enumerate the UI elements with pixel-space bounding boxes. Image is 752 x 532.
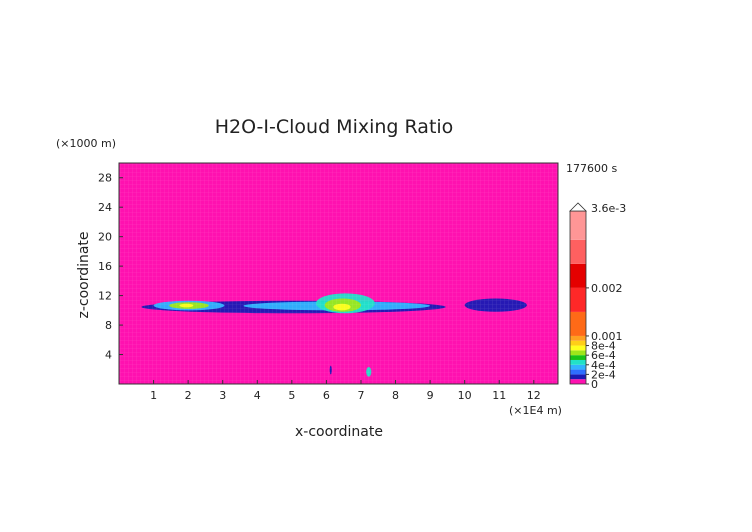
x-unit-label: (×1E4 m) <box>509 404 562 417</box>
colorbar-level-3 <box>570 364 586 370</box>
colorbar-tick-label: 0.002 <box>591 282 623 295</box>
colorbar-level-11 <box>570 287 586 312</box>
colorbar-tick-label: 0.001 <box>591 330 623 343</box>
colorbar-tick-label: 0 <box>591 378 598 391</box>
plot-frame <box>118 162 559 385</box>
y-tick-label: 8 <box>105 319 112 332</box>
y-unit-label: (×1000 m) <box>56 137 116 150</box>
colorbar-extend-arrow <box>569 202 587 212</box>
colorbar-level-13 <box>570 239 586 264</box>
x-tick-label: 6 <box>323 389 330 402</box>
y-axis: 4 8 12 16 20 24 28 <box>98 172 123 362</box>
colorbar-tick-label: 2e-4 <box>591 368 616 381</box>
colorbar-tick-label: 8e-4 <box>591 340 616 353</box>
colorbar-tick-label: 4e-4 <box>591 359 616 372</box>
colorbar-level-8 <box>570 340 586 346</box>
x-axis: 1 2 3 4 5 6 7 8 9 10 11 12 <box>150 380 541 402</box>
colorbar-level-14 <box>570 211 586 240</box>
x-tick-label: 5 <box>288 389 295 402</box>
colorbar-tick-label: 6e-4 <box>591 349 616 362</box>
y-tick-label: 20 <box>98 231 112 244</box>
x-tick-label: 7 <box>357 389 364 402</box>
y-tick-label: 28 <box>98 172 112 185</box>
colorbar-level-7 <box>570 345 586 351</box>
plot-gridtexture <box>119 163 558 384</box>
x-tick-label: 11 <box>492 389 506 402</box>
x-tick-label: 2 <box>185 389 192 402</box>
x-tick-label: 3 <box>219 389 226 402</box>
time-label: 177600 s <box>566 162 617 175</box>
x-tick-label: 4 <box>254 389 261 402</box>
colorbar-max-label: 3.6e-3 <box>591 202 626 215</box>
colorbar: 3.6e-3 02e-44e-46e-48e-40.001 0.002 <box>569 202 626 391</box>
colorbar-level-5 <box>570 355 586 360</box>
y-tick-label: 12 <box>98 290 112 303</box>
x-tick-label: 8 <box>392 389 399 402</box>
x-axis-label: x-coordinate <box>295 424 383 440</box>
x-tick-label: 1 <box>150 389 157 402</box>
colorbar-level-9 <box>570 335 586 341</box>
colorbar-level-2 <box>570 369 586 375</box>
colorbar-level-4 <box>570 359 586 365</box>
x-tick-label: 12 <box>527 389 541 402</box>
plot-area <box>118 162 559 385</box>
y-tick-label: 4 <box>105 349 112 362</box>
y-tick-label: 16 <box>98 260 112 273</box>
colorbar-level-6 <box>570 350 586 356</box>
x-tick-label: 9 <box>427 389 434 402</box>
x-tick-label: 10 <box>458 389 472 402</box>
chart-title: H2O-I-Cloud Mixing Ratio <box>215 116 454 138</box>
colorbar-level-10 <box>570 311 586 336</box>
colorbar-level-0 <box>570 379 586 384</box>
colorbar-level-1 <box>570 374 586 380</box>
y-tick-label: 24 <box>98 201 112 214</box>
y-axis-label: z-coordinate <box>76 231 92 318</box>
colorbar-level-12 <box>570 263 586 288</box>
